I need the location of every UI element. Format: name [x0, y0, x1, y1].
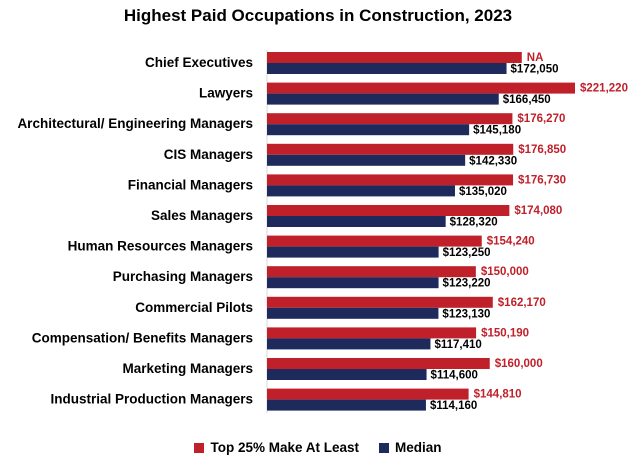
category-label: Purchasing Managers	[113, 269, 253, 284]
bar-top25	[267, 358, 490, 369]
bar-median	[267, 216, 446, 227]
data-label-top25: $160,000	[495, 358, 543, 370]
bar-top25	[267, 113, 513, 125]
category-label: Sales Managers	[151, 208, 253, 223]
data-label-top25: $174,080	[514, 205, 562, 217]
bar-median	[267, 307, 439, 319]
data-label-top25: $154,240	[487, 236, 535, 248]
data-label-median: $123,130	[442, 308, 490, 320]
legend-swatch-median	[379, 442, 390, 453]
data-label-median: $123,220	[443, 278, 491, 290]
bar-top25	[267, 296, 493, 308]
bar-top25	[267, 388, 469, 400]
category-label: Commercial Pilots	[135, 300, 253, 315]
bar-top25	[267, 82, 575, 94]
bar-median	[267, 185, 455, 197]
bar-median	[267, 246, 439, 258]
bar-median	[267, 154, 466, 166]
bar-top25	[267, 52, 522, 63]
bar-median	[267, 369, 427, 380]
data-label-top25: $150,000	[481, 266, 529, 278]
data-label-top25: $176,730	[518, 174, 566, 186]
data-label-median: $166,450	[503, 94, 551, 106]
category-label: CIS Managers	[164, 147, 253, 162]
category-label: Chief Executives	[145, 55, 253, 70]
bar-median	[267, 124, 470, 136]
category-label: Marketing Managers	[122, 361, 253, 376]
legend-label-median: Median	[395, 440, 442, 455]
category-label: Human Resources Managers	[68, 239, 253, 254]
data-label-median: $117,410	[434, 339, 481, 351]
data-label-median: $172,050	[511, 64, 559, 76]
category-label: Financial Managers	[128, 177, 253, 192]
bar-top25	[267, 327, 477, 339]
data-label-median: $114,160	[430, 400, 477, 412]
data-label-top25: $221,220	[580, 83, 628, 95]
legend-item-median: Median	[379, 440, 442, 455]
data-label-top25: $144,810	[474, 389, 522, 401]
category-label: Industrial Production Managers	[50, 392, 253, 407]
data-label-median: $114,600	[431, 370, 478, 382]
bar-median	[267, 399, 426, 411]
bar-top25	[267, 235, 482, 247]
category-label: Compensation/ Benefits Managers	[32, 330, 253, 345]
category-label: Architectural/ Engineering Managers	[17, 116, 253, 131]
data-label-median: $135,020	[459, 186, 507, 198]
data-label-top25: $162,170	[498, 297, 546, 309]
category-label: Lawyers	[199, 86, 253, 101]
bar-top25	[267, 174, 514, 186]
legend: Top 25% Make At Least Median	[0, 440, 636, 455]
bars-layer: Chief Executives NA$172,050 Lawyers $221,22…	[17, 50, 628, 414]
bar-median	[267, 338, 431, 350]
bar-median	[267, 93, 499, 105]
bar-top25	[267, 266, 476, 278]
data-label-top25: $176,850	[518, 144, 566, 156]
legend-swatch-top25	[194, 442, 205, 453]
data-label-median: $128,320	[450, 217, 498, 229]
bar-median	[267, 277, 439, 289]
bar-top25	[267, 143, 514, 155]
bar-median	[267, 63, 507, 74]
chart-title: Highest Paid Occupations in Construction…	[123, 6, 513, 25]
data-label-median: $123,250	[443, 247, 491, 259]
data-label-median: $142,330	[469, 155, 517, 167]
legend-label-top25: Top 25% Make At Least	[210, 440, 360, 455]
data-label-top25: NA	[527, 52, 544, 64]
data-label-top25: $150,190	[481, 327, 529, 339]
legend-item-top25: Top 25% Make At Least	[194, 440, 359, 455]
bar-top25	[267, 205, 510, 216]
data-label-top25: $176,270	[517, 113, 565, 125]
data-label-median: $145,180	[473, 125, 521, 137]
